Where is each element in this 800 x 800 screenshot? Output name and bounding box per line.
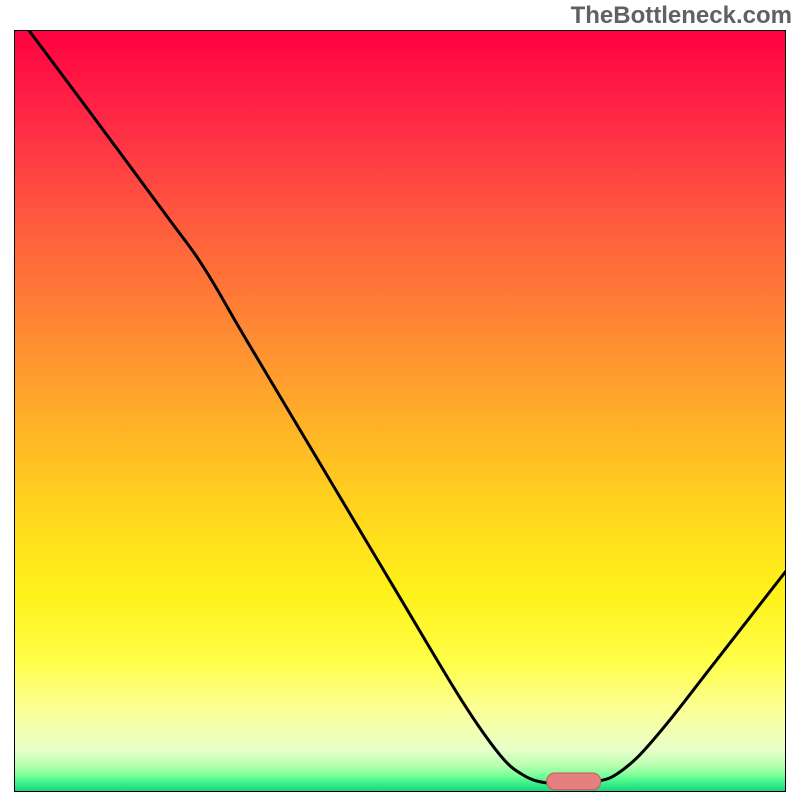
plot-area bbox=[14, 30, 786, 792]
optimal-range-marker bbox=[547, 773, 601, 790]
chart-container: TheBottleneck.com bbox=[0, 0, 800, 800]
plot-border bbox=[14, 30, 786, 792]
watermark-text: TheBottleneck.com bbox=[571, 2, 792, 30]
bottleneck-curve bbox=[29, 30, 786, 784]
chart-overlay bbox=[14, 30, 786, 792]
